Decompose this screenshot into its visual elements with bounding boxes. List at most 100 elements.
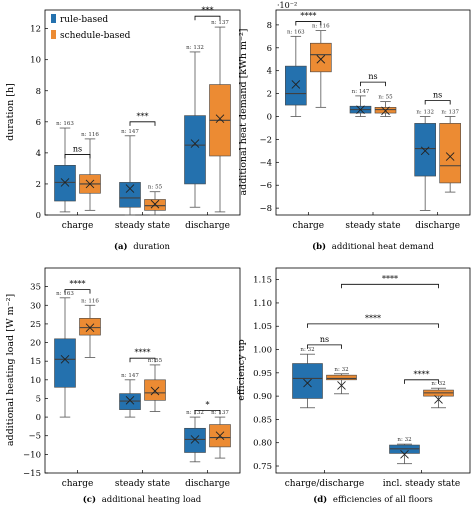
mean-marker [215, 431, 225, 441]
y-tick-label-d: 0.90 [253, 392, 272, 402]
mean-marker [434, 395, 443, 404]
box-iqr [54, 165, 76, 202]
n-label: n: 32 [334, 367, 348, 373]
n-label: n: 163 [56, 291, 74, 297]
y-tick-label-a: 12 [30, 25, 41, 35]
x-tick-label-a: steady state [115, 221, 170, 231]
n-label: n: 116 [81, 132, 99, 138]
y-axis-label-a: duration [h] [5, 83, 16, 141]
significance-bracket-b: **** [295, 11, 322, 26]
box-iqr [144, 379, 166, 401]
box-b-0-2: n: 132 [414, 110, 436, 211]
x-tick-label-d: incl. steady state [383, 479, 461, 489]
box-iqr [79, 318, 101, 336]
box-iqr [292, 363, 323, 399]
box-b-1-1: n: 55 [374, 95, 397, 117]
y-tick-label-a: 0 [36, 211, 41, 221]
ticks-c: −15 −10 −5 0 5 10 15 20 25 30 35 charge steady state… [23, 283, 230, 489]
bracket-line [341, 283, 439, 289]
mean-marker [125, 184, 135, 193]
y-tick-label-c: −10 [23, 450, 41, 460]
mean-marker [291, 80, 301, 89]
y-tick-label-c: −15 [23, 469, 41, 479]
significance-bracket-b: ns [424, 90, 451, 105]
n-label: n: 32 [431, 381, 445, 387]
bracket-line [295, 21, 322, 26]
legend: rule-based schedule-based [51, 14, 131, 41]
box-iqr [310, 42, 332, 73]
mean-marker [190, 435, 200, 444]
n-label: n: 137 [441, 110, 459, 116]
mean-marker [190, 139, 200, 148]
bracket-line [307, 344, 342, 349]
box-b-1-2: n: 137 [439, 110, 461, 193]
box-b-0-0: n: 163 [285, 29, 307, 117]
significance-label: **** [414, 370, 430, 379]
n-label: n: 55 [378, 95, 393, 101]
x-tick-label-a: charge [62, 221, 94, 231]
caption-letter-d: (d) [313, 494, 327, 505]
y-tick-label-b: −6 [259, 181, 272, 191]
significance-bracket-c: **** [64, 280, 91, 294]
box-a-0-0: n: 163 [54, 121, 76, 213]
bracket-line [194, 409, 221, 415]
marks-a: n: 163 n: 147 n: 132 n: 116 n: 55 n: 137 ns ***… [54, 6, 231, 216]
significance-label: ns [320, 335, 329, 344]
caption-c: (c) additional heating load [83, 494, 202, 505]
caption-letter-a: (a) [114, 241, 128, 252]
caption-d: (d) efficiencies of all floors [313, 494, 433, 505]
mean-marker [381, 106, 390, 116]
significance-label: **** [365, 314, 381, 323]
bracket-line [307, 323, 439, 328]
box-a-0-2: n: 132 [184, 45, 206, 208]
y-tick-label-a: 6 [36, 118, 41, 128]
significance-label: **** [135, 348, 151, 357]
y-axis-label-c: additional heating load [W m⁻²] [5, 294, 16, 446]
box-iqr [414, 123, 436, 177]
y-tick-label-a: 10 [30, 56, 41, 66]
significance-bracket-a: *** [129, 112, 156, 126]
bracket-line [360, 81, 386, 87]
box-c-0-0: n: 163 [54, 291, 76, 418]
significance-bracket-d: **** [404, 370, 439, 384]
significance-label: ns [433, 90, 442, 99]
bracket-line [129, 357, 156, 363]
significance-label: ns [73, 144, 82, 153]
n-label: n: 163 [287, 29, 305, 35]
panel-a: duration [h] 0 2 4 6 8 10 12 charge steady state… [5, 6, 241, 252]
box-iqr [326, 374, 357, 381]
caption-text-a: duration [133, 242, 170, 252]
y-tick-label-d: 0.75 [253, 462, 272, 472]
y-tick-label-c: −5 [28, 432, 41, 442]
y-tick-label-d: 0.80 [253, 439, 272, 449]
y-tick-label-c: 30 [30, 301, 41, 311]
mean-marker [150, 386, 160, 396]
x-tick-label-b: steady state [345, 221, 400, 231]
box-d-0-1: n: 32 [389, 437, 420, 465]
significance-bracket-a: ns [64, 144, 91, 159]
mean-marker [125, 395, 135, 405]
significance-bracket-c: * [194, 400, 221, 415]
significance-bracket-a: *** [194, 6, 221, 21]
mean-marker [215, 114, 225, 124]
significance-label: **** [382, 274, 398, 283]
caption-letter-c: (c) [83, 494, 96, 505]
y-tick-label-b: 6 [267, 44, 272, 54]
caption-text-d: efficiencies of all floors [333, 495, 433, 505]
exponent-label-b: ·10⁻² [277, 1, 297, 10]
n-label: n: 163 [56, 121, 74, 127]
caption-b: (b) additional heat demand [312, 241, 434, 252]
mean-marker [316, 54, 326, 64]
n-label: n: 116 [81, 298, 99, 304]
mean-marker [85, 179, 95, 189]
ticks-b: −8 −6 −4 −2 0 2 4 6 8 charge steady state discharge [259, 21, 460, 231]
y-tick-label-c: 15 [30, 357, 41, 367]
n-label: n: 32 [300, 347, 314, 353]
box-b-1-0: n: 116 [310, 24, 332, 108]
bracket-line [64, 289, 91, 294]
y-axis-label-b: additional heat demand [kWh m⁻²] [238, 28, 249, 195]
mean-marker [303, 378, 312, 388]
significance-label: *** [137, 112, 149, 121]
